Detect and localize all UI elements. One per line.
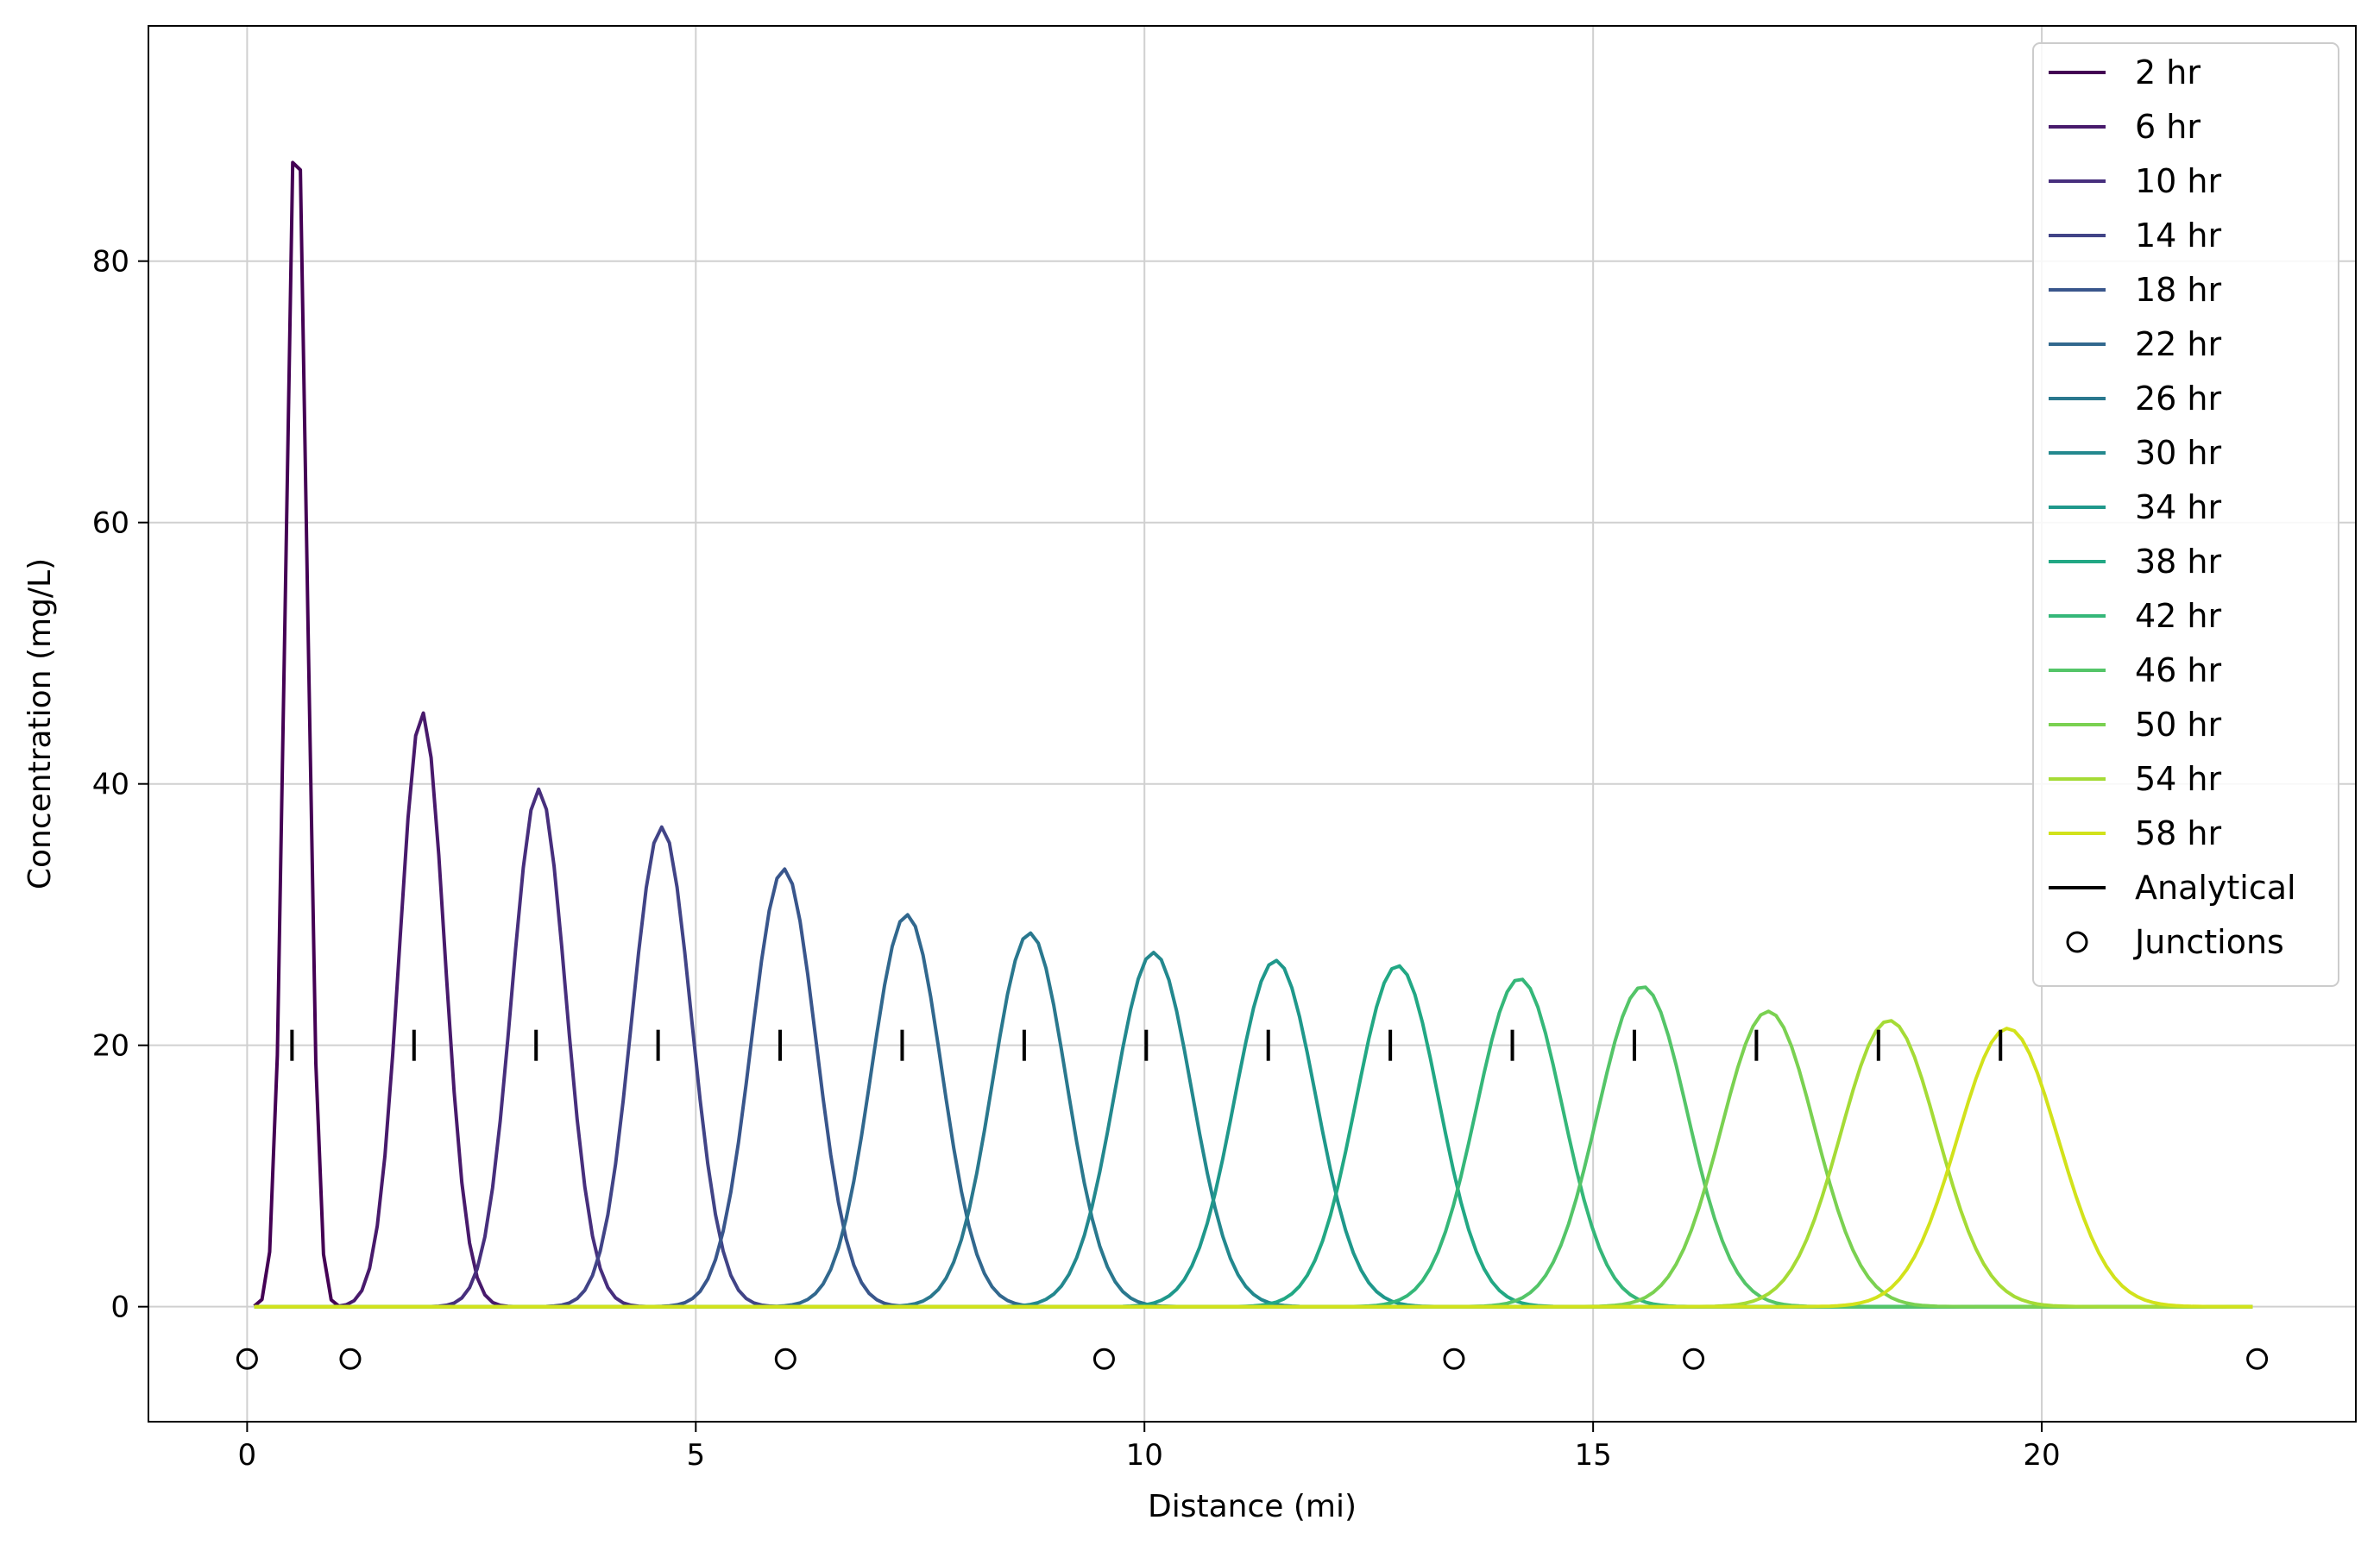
legend-label: 18 hr [2135,271,2222,309]
legend-label: 46 hr [2135,651,2222,689]
x-tick-label: 10 [1126,1438,1163,1473]
legend-label: 50 hr [2135,706,2222,744]
junction-point [1092,1348,1115,1370]
legend-label: 42 hr [2135,597,2222,635]
legend: 2 hr 6 hr 10 hr 14 hr 18 hr 22 hr 26 hr 30 hr 34… [2032,42,2339,987]
x-axis-label: Distance (mi) [1148,1489,1357,1524]
legend-label: 30 hr [2135,434,2222,472]
legend-label: Junctions [2133,923,2284,961]
junction-point [1683,1348,1705,1370]
legend-label: 14 hr [2135,217,2222,254]
junction-point [774,1348,796,1370]
y-tick-label: 40 [92,768,129,802]
y-tick-label: 60 [92,506,129,541]
series-line-58-hr [254,1027,2253,1309]
legend-label: 2 hr [2135,53,2201,91]
legend-label: 22 hr [2135,325,2222,363]
y-axis-label: Concentration (mg/L) [22,558,58,889]
legend-box [2032,42,2339,987]
junction-point [1443,1348,1465,1370]
x-tick-label: 20 [2023,1438,2060,1473]
y-tick-label: 80 [92,245,129,280]
y-axis-ticks: 0 20 40 60 80 [92,245,148,1325]
y-tick-label: 0 [110,1291,129,1325]
analytical-markers [290,1029,2003,1061]
junction-point [236,1348,258,1370]
legend-swatch [2066,931,2088,953]
x-tick-label: 0 [238,1438,257,1473]
plot-frame [148,25,2357,1423]
x-tick-label: 5 [686,1438,705,1473]
y-tick-label: 20 [92,1029,129,1064]
legend-label: 10 hr [2135,162,2222,200]
x-axis-ticks: 0 5 10 15 20 [238,1422,2061,1473]
legend-label: Analytical [2135,869,2296,907]
legend-label: 54 hr [2135,760,2222,798]
junction-point [2246,1348,2269,1370]
legend-label: 26 hr [2135,380,2222,418]
x-tick-label: 15 [1575,1438,1612,1473]
junction-point [339,1348,362,1370]
legend-label: 6 hr [2135,108,2201,146]
legend-label: 58 hr [2135,814,2222,852]
legend-label: 38 hr [2135,543,2222,581]
legend-label: 34 hr [2135,488,2222,526]
series-curves [253,160,2253,1309]
junction-markers [236,1348,2269,1370]
